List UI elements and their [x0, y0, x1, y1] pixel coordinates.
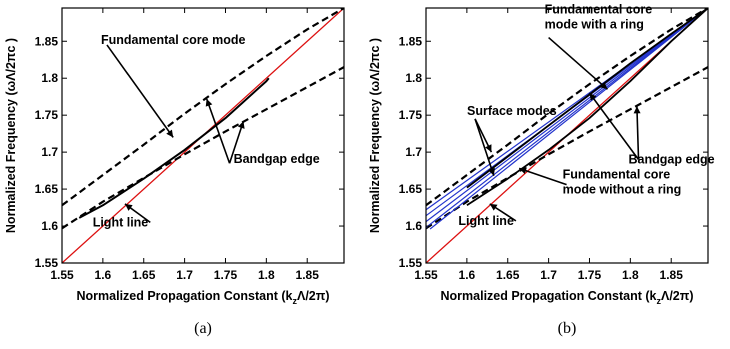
- x-axis-label: Normalized Propagation Constant (kzΛ/2π): [441, 289, 694, 306]
- annotation-label: Fundamental core: [545, 3, 653, 17]
- x-tick-label: 1.8: [622, 268, 639, 282]
- annotation-arrow: [518, 167, 567, 186]
- y-axis-label: Normalized Frequency (ωΛ/2πc ): [4, 38, 18, 233]
- x-tick-label: 1.6: [459, 268, 476, 282]
- annotation-arrow: [588, 92, 640, 160]
- annotation-label-line2: mode with a ring: [545, 18, 644, 32]
- y-tick-label: 1.6: [405, 219, 422, 233]
- x-tick-label: 1.85: [296, 268, 320, 282]
- series-group: [426, 8, 708, 263]
- series-surface-5: [429, 8, 708, 230]
- axes-frame: [425, 7, 709, 264]
- annotation-label: Bandgap edge: [234, 152, 320, 166]
- series-lower-edge: [426, 66, 708, 230]
- arrowhead-icon: [589, 93, 597, 101]
- series-surface-4: [426, 8, 708, 228]
- annotation-label-line2: mode without a ring: [563, 183, 682, 197]
- annotation-label: Fundamental core mode: [101, 33, 246, 47]
- y-tick-label: 1.7: [405, 145, 422, 159]
- y-tick-label: 1.65: [35, 182, 59, 196]
- arrowhead-icon: [205, 98, 213, 107]
- x-tick-label: 1.55: [414, 268, 438, 282]
- chart-panel-2: 1.55 1.6 1.65 1.7 1.75 1.8 1.85 1.55 1.6 1.65 1.7 1…: [368, 3, 715, 337]
- panel-caption: (b): [558, 320, 577, 337]
- arrowhead-icon: [489, 203, 498, 211]
- arrowhead-icon: [485, 144, 492, 153]
- annotation-label: Bandgap edge: [629, 153, 715, 167]
- y-tick-label: 1.7: [41, 145, 58, 159]
- x-axis-label: Normalized Propagation Constant (kzΛ/2π): [77, 289, 330, 306]
- y-tick-label: 1.55: [35, 256, 59, 270]
- x-tick-label: 1.65: [496, 268, 520, 282]
- y-tick-label: 1.55: [399, 256, 423, 270]
- arrowhead-icon: [166, 129, 174, 138]
- y-tick-label: 1.85: [399, 34, 423, 48]
- series-core-ring: [466, 8, 708, 189]
- x-tick-label: 1.7: [176, 268, 193, 282]
- x-tick-label: 1.6: [95, 268, 112, 282]
- y-tick-label: 1.65: [399, 182, 423, 196]
- arrowhead-icon: [519, 167, 527, 174]
- y-tick-label: 1.75: [35, 108, 59, 122]
- annotation-arrow: [636, 106, 640, 160]
- y-tick-label: 1.8: [41, 71, 58, 85]
- x-tick-label: 1.85: [660, 268, 684, 282]
- arrowhead-icon: [124, 203, 133, 211]
- y-tick-label: 1.8: [405, 71, 422, 85]
- x-tick-label: 1.8: [258, 268, 275, 282]
- arrowhead-icon: [599, 82, 608, 90]
- y-axis-label: Normalized Frequency (ωΛ/2πc ): [368, 38, 382, 233]
- annotation-arrow: [106, 44, 174, 138]
- y-tick-label: 1.75: [399, 108, 423, 122]
- annotation-label: Fundamental core: [563, 168, 671, 182]
- arrowhead-icon: [633, 106, 641, 114]
- series-core-mode: [78, 77, 270, 219]
- annotation-label: Light line: [93, 215, 149, 229]
- y-tick-label: 1.85: [35, 34, 59, 48]
- annotation-arrow: [474, 118, 495, 177]
- series-group: [62, 8, 344, 263]
- x-tick-label: 1.55: [50, 268, 74, 282]
- series-upper-edge: [62, 8, 344, 207]
- x-tick-label: 1.7: [540, 268, 557, 282]
- series-upper-edge: [426, 8, 708, 207]
- arrowhead-icon: [488, 168, 495, 176]
- annotation-arrow: [228, 120, 245, 164]
- x-tick-label: 1.65: [132, 268, 156, 282]
- annotation-label: Light line: [458, 214, 514, 228]
- chart-panel-1: 1.55 1.6 1.65 1.7 1.75 1.8 1.85 1.55 1.6 1.65 1.7 1…: [4, 7, 345, 337]
- x-tick-label: 1.75: [578, 268, 602, 282]
- annotation-arrow: [205, 98, 231, 164]
- axes-frame: [61, 7, 345, 264]
- annotation-arrow: [548, 36, 608, 90]
- series-core-noring: [466, 8, 708, 207]
- series-lower-edge: [62, 66, 344, 230]
- arrowhead-icon: [237, 121, 245, 129]
- series-surface-3: [426, 8, 708, 223]
- x-tick-label: 1.75: [214, 268, 238, 282]
- panel-caption: (a): [194, 320, 212, 337]
- annotation-label: Surface modes: [467, 104, 557, 118]
- y-tick-label: 1.6: [41, 219, 58, 233]
